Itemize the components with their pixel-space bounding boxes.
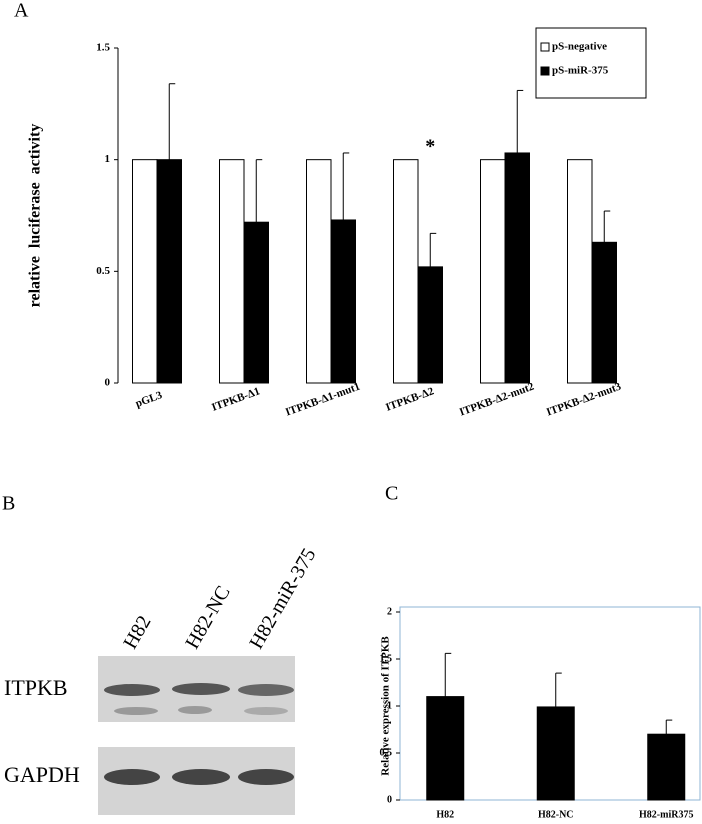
legend-swatch — [540, 42, 550, 52]
y-axis-label: relative luciferase activity — [27, 124, 44, 308]
bar — [426, 696, 465, 801]
y-tick-label: 0 — [387, 794, 392, 805]
bar — [243, 221, 269, 384]
y-tick-label: 1.5 — [96, 42, 110, 54]
bar — [219, 159, 245, 384]
y-tick-label: 1 — [387, 700, 392, 711]
panel-label: C — [385, 483, 398, 505]
y-tick-label: 0.5 — [380, 747, 393, 758]
annotation: * — [425, 135, 435, 157]
panel-label: B — [2, 493, 15, 515]
x-tick-label: H82-NC — [538, 809, 574, 820]
band — [104, 684, 160, 696]
lane-label: H82-NC — [181, 582, 234, 653]
band — [178, 706, 212, 714]
row-label: GAPDH — [4, 762, 80, 787]
bar — [306, 159, 332, 384]
y-tick-label: 1.5 — [380, 653, 393, 664]
band — [244, 707, 288, 715]
bar — [417, 266, 443, 384]
band — [104, 769, 160, 785]
y-axis-label: Relative expression of ITPKB — [380, 636, 392, 776]
bar — [504, 152, 530, 384]
bar — [480, 159, 506, 384]
bar — [536, 706, 575, 801]
band — [172, 683, 230, 695]
legend-label: pS-negative — [552, 41, 607, 53]
panel-label: A — [14, 0, 29, 22]
x-tick-label: ITPKB-Δ2-mut3 — [545, 380, 623, 418]
bar — [156, 159, 182, 384]
legend-swatch — [540, 66, 550, 76]
row-label: ITPKB — [4, 675, 68, 700]
x-tick-label: ITPKB-Δ2-mut2 — [458, 380, 536, 418]
band — [172, 769, 230, 785]
x-tick-label: H82-miR375 — [639, 809, 693, 820]
x-tick-label: ITPKB-Δ1-mut1 — [284, 381, 362, 419]
bar — [591, 241, 617, 384]
y-tick-label: 1 — [105, 153, 111, 165]
lane-label: H82 — [119, 612, 155, 653]
band — [114, 707, 158, 715]
bar — [132, 159, 158, 384]
y-tick-label: 2 — [387, 606, 392, 617]
legend-label: pS-miR-375 — [552, 65, 609, 77]
x-tick-label: ITPKB-Δ1 — [210, 385, 261, 413]
band — [238, 769, 294, 785]
bar — [647, 733, 686, 801]
legend-box — [535, 27, 647, 99]
x-tick-label: H82 — [436, 809, 454, 820]
lane-label: H82-miR-375 — [245, 545, 320, 653]
y-tick-label: 0 — [105, 377, 111, 389]
y-tick-label: 0.5 — [96, 265, 110, 277]
bar — [567, 159, 593, 384]
bar — [330, 219, 356, 384]
x-tick-label: pGL3 — [134, 389, 164, 410]
x-tick-label: ITPKB-Δ2 — [384, 385, 436, 414]
band — [238, 684, 294, 696]
bar — [393, 159, 419, 384]
blot: H82 H82-NC H82-miR-375 ITPKB GAPDH — [4, 545, 320, 815]
